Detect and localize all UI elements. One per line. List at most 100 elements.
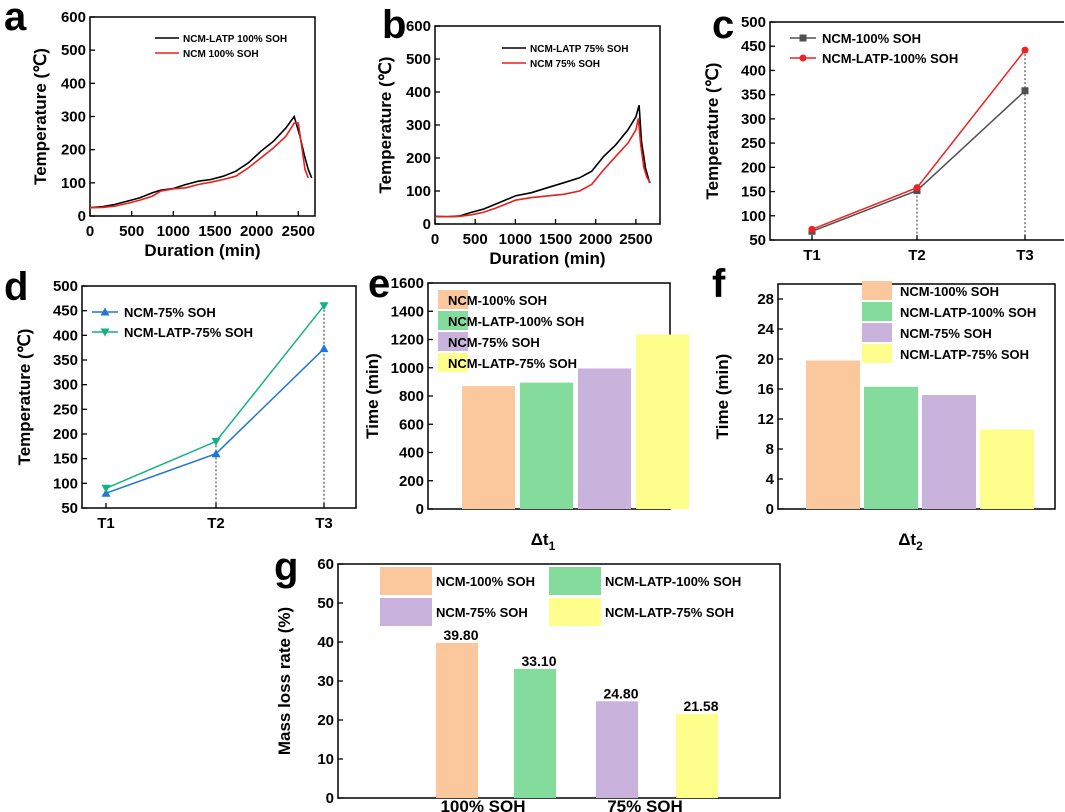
bar-1 bbox=[462, 386, 515, 509]
legend-swatch bbox=[380, 567, 432, 595]
y-tick-label: 500 bbox=[406, 51, 431, 68]
panel-label-d: d bbox=[4, 265, 28, 309]
legend-entry: NCM-LATP-100% SOH bbox=[822, 51, 958, 66]
y-tick-label: 20 bbox=[317, 712, 334, 729]
bar-3 bbox=[922, 395, 976, 509]
y-tick-label: 1000 bbox=[391, 360, 424, 377]
y-tick-label: 150 bbox=[741, 184, 766, 201]
x-tick-label: T2 bbox=[207, 515, 225, 532]
x-tick-label: 2500 bbox=[282, 223, 315, 240]
y-tick-label: 500 bbox=[53, 278, 78, 295]
y-tick-label: 20 bbox=[757, 351, 774, 368]
legend-swatch bbox=[862, 344, 892, 363]
legend-swatch bbox=[438, 353, 468, 372]
marker-triangle-down bbox=[101, 484, 111, 493]
y-tick-label: 300 bbox=[61, 109, 86, 126]
marker-circle bbox=[799, 54, 807, 62]
data-label: 33.10 bbox=[521, 653, 556, 669]
y-tick-label: 1400 bbox=[391, 303, 424, 320]
panel-b: b 0 100 200 300 400 500 600 Temperature (℃) Durat… bbox=[376, 3, 661, 268]
legend-entry: NCM-100% SOH bbox=[448, 293, 547, 308]
x-tick-label: T2 bbox=[908, 247, 926, 264]
data-label: 39.80 bbox=[443, 627, 478, 643]
panel-label-b: b bbox=[382, 3, 406, 47]
x-tick-label: 1500 bbox=[198, 223, 231, 240]
x-tick-label: T3 bbox=[315, 515, 333, 532]
x-axis-subscript: 2 bbox=[916, 539, 923, 553]
series-line-1 bbox=[811, 90, 1026, 232]
legend-entry: NCM-LATP-75% SOH bbox=[124, 325, 253, 340]
bar-3 bbox=[578, 368, 631, 509]
bar-4 bbox=[980, 429, 1034, 509]
series-line-2 bbox=[811, 49, 1026, 230]
y-axis-title: Temperature (℃) bbox=[376, 57, 395, 194]
marker-triangle-up bbox=[100, 307, 110, 316]
series-line-2 bbox=[435, 118, 652, 218]
y-tick-label: 500 bbox=[61, 42, 86, 59]
panel-d: d 50 100 150 200 250 300 350 400 450 500 Temperatur… bbox=[4, 265, 357, 532]
panel-f: f 0 4 8 12 16 20 24 28 Time (min) NCM-100% SOH NCM-… bbox=[712, 262, 1056, 553]
x-tick-label: 1000 bbox=[157, 223, 190, 240]
marker-circle bbox=[1021, 46, 1029, 54]
y-tick-label: 50 bbox=[317, 595, 334, 612]
y-axis-title: Temperature (℃) bbox=[15, 329, 34, 466]
panel-a: a 0 100 200 300 400 500 600 Temperature (℃) Durat… bbox=[4, 0, 316, 260]
x-tick-label: 2000 bbox=[240, 223, 273, 240]
legend-entry: NCM-100% SOH bbox=[436, 574, 535, 589]
x-axis-title: Duration (min) bbox=[144, 241, 260, 260]
y-tick-label: 350 bbox=[53, 352, 78, 369]
legend-entry: NCM-LATP-75% SOH bbox=[605, 605, 734, 620]
y-tick-label: 1200 bbox=[391, 332, 424, 349]
panel-g: g 0 10 20 30 40 50 60 Mass loss rate (%) 39.80 33.… bbox=[274, 545, 781, 812]
y-axis-title: Temperature (℃) bbox=[31, 48, 50, 185]
series-line-1 bbox=[89, 114, 313, 209]
y-tick-label: 250 bbox=[53, 401, 78, 418]
axes: 50 100 150 200 250 300 350 400 450 500 Temperature… bbox=[15, 278, 357, 517]
marker-triangle-up bbox=[211, 449, 221, 458]
y-tick-label: 450 bbox=[741, 38, 766, 55]
x-category-label: 75% SOH bbox=[607, 797, 683, 812]
y-tick-label: 100 bbox=[61, 175, 86, 192]
legend-swatch bbox=[862, 302, 892, 321]
x-tick-label: 1000 bbox=[499, 231, 532, 248]
panel-label-g: g bbox=[274, 545, 298, 589]
y-tick-label: 28 bbox=[757, 291, 774, 308]
legend-swatch bbox=[380, 598, 432, 626]
y-tick-label: 450 bbox=[53, 303, 78, 320]
y-tick-label: 200 bbox=[61, 142, 86, 159]
x-tick-label: T1 bbox=[97, 515, 115, 532]
legend-swatch bbox=[438, 290, 468, 309]
y-tick-label: 60 bbox=[317, 556, 334, 573]
legend-swatch bbox=[862, 323, 892, 342]
bar-4 bbox=[636, 334, 689, 509]
axes: 0 10 20 30 40 50 60 Mass loss rate (%) bbox=[275, 556, 781, 807]
y-axis-title: Time (min) bbox=[363, 353, 382, 439]
x-tick-label: 2000 bbox=[579, 231, 612, 248]
legend-entry: NCM-LATP-100% SOH bbox=[605, 574, 741, 589]
panel-c: c 50 100 150 200 250 300 350 400 450 500 Temperatur… bbox=[703, 3, 1065, 264]
y-tick-label: 0 bbox=[766, 501, 774, 518]
bar-2 bbox=[520, 382, 573, 509]
legend-swatch bbox=[549, 567, 601, 595]
bar-1 bbox=[436, 642, 478, 798]
y-axis-title: Temperature (℃) bbox=[703, 63, 722, 200]
axes: 0 200 400 600 800 1000 1200 1400 1600 Time (min) bbox=[363, 275, 671, 518]
y-tick-label: 200 bbox=[741, 159, 766, 176]
panel-label-a: a bbox=[4, 0, 27, 39]
y-axis-title: Mass loss rate (%) bbox=[275, 607, 294, 755]
y-tick-label: 250 bbox=[741, 135, 766, 152]
y-tick-label: 40 bbox=[317, 634, 334, 651]
plot-frame bbox=[81, 285, 357, 509]
x-axis-title: Duration (min) bbox=[489, 249, 605, 268]
y-tick-label: 8 bbox=[766, 441, 774, 458]
plot-frame bbox=[434, 25, 661, 225]
data-label: 21.58 bbox=[683, 698, 718, 714]
x-tick-label: 0 bbox=[86, 223, 94, 240]
y-tick-label: 400 bbox=[399, 445, 424, 462]
y-tick-label: 400 bbox=[406, 84, 431, 101]
x-axis-title: Δt2 bbox=[898, 530, 923, 553]
marker-square bbox=[1021, 87, 1029, 95]
plot-frame bbox=[89, 16, 316, 217]
y-axis-title: Time (min) bbox=[713, 354, 732, 440]
